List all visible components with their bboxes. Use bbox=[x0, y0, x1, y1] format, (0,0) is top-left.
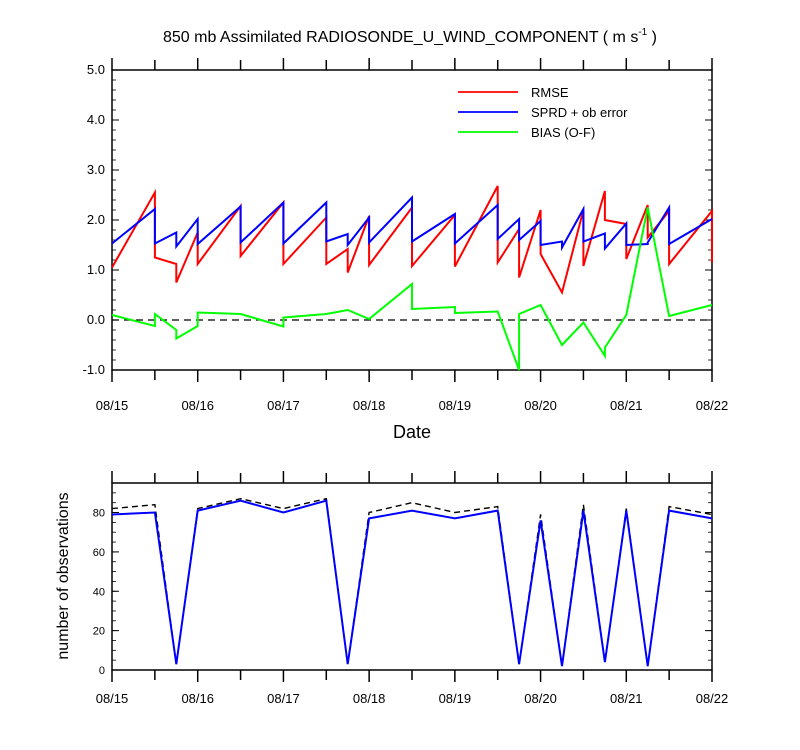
x-tick-label: 08/17 bbox=[267, 398, 300, 413]
y-tick-label: 2.0 bbox=[87, 212, 105, 227]
y-tick-label: -1.0 bbox=[83, 362, 105, 377]
x-tick-label: 08/20 bbox=[524, 398, 557, 413]
x-tick-label: 08/16 bbox=[181, 691, 214, 706]
x-tick-label: 08/18 bbox=[353, 398, 386, 413]
x-tick-label: 08/15 bbox=[96, 691, 129, 706]
x-tick-label: 08/17 bbox=[267, 691, 300, 706]
x-tick-label: 08/16 bbox=[181, 398, 214, 413]
y-tick-label: 0.0 bbox=[87, 312, 105, 327]
bottom-series bbox=[111, 497, 713, 667]
x-tick-label: 08/22 bbox=[696, 398, 729, 413]
x-tick-label: 08/15 bbox=[96, 398, 129, 413]
y-tick-label: 40 bbox=[93, 586, 105, 598]
bottom-ticks: 0 20 40 60 80 08/15 08/16 08/17 08/18 08/19 08/20 0… bbox=[93, 471, 729, 706]
series-line-obs-possible bbox=[111, 497, 713, 667]
top-chart: 850 mb Assimilated RADIOSONDE_U_WIND_COM… bbox=[83, 27, 729, 442]
y-tick-label: 60 bbox=[93, 547, 105, 559]
legend-label: RMSE bbox=[531, 85, 569, 100]
x-tick-label: 08/21 bbox=[610, 691, 643, 706]
y-tick-label: 0 bbox=[99, 665, 105, 677]
y-tick-label: 3.0 bbox=[87, 162, 105, 177]
x-tick-label: 08/20 bbox=[524, 691, 557, 706]
series-line-obs-used bbox=[111, 499, 713, 667]
x-tick-label: 08/19 bbox=[439, 398, 472, 413]
series-line-bias-o-f bbox=[111, 207, 713, 371]
x-tick-label: 08/21 bbox=[610, 398, 643, 413]
y-axis-label: number of observations bbox=[55, 492, 72, 659]
bottom-chart: 0 20 40 60 80 08/15 08/16 08/17 08/18 08/19 08/20 0… bbox=[55, 471, 728, 706]
y-tick-label: 1.0 bbox=[87, 262, 105, 277]
y-tick-label: 5.0 bbox=[87, 62, 105, 77]
y-tick-label: 20 bbox=[93, 626, 105, 638]
x-axis-label: Date bbox=[393, 422, 431, 442]
legend-label: BIAS (O-F) bbox=[531, 125, 595, 140]
x-tick-label: 08/22 bbox=[696, 691, 729, 706]
y-tick-label: 4.0 bbox=[87, 112, 105, 127]
x-tick-label: 08/18 bbox=[353, 691, 386, 706]
top-series bbox=[111, 185, 713, 371]
y-tick-label: 80 bbox=[93, 508, 105, 520]
x-tick-label: 08/19 bbox=[439, 691, 472, 706]
top-ticks: -1.0 0.0 1.0 2.0 3.0 4.0 5.0 08/15 08/16 08/17 08/… bbox=[83, 58, 729, 413]
legend-label: SPRD + ob error bbox=[531, 105, 628, 120]
series-line-sprd-ob-error bbox=[111, 195, 713, 252]
legend: RMSE SPRD + ob error BIAS (O-F) bbox=[458, 85, 628, 140]
chart-title: 850 mb Assimilated RADIOSONDE_U_WIND_COM… bbox=[163, 27, 657, 46]
